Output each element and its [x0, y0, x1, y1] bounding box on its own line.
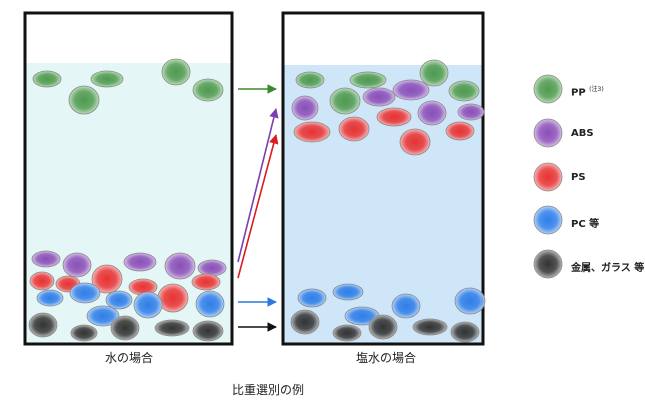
right-particles — [290, 59, 486, 343]
metal-particle — [28, 312, 58, 338]
pc-particle — [297, 288, 327, 308]
legend-icon-abs — [533, 118, 563, 148]
legend-label-metal: 金属、ガラス 等 — [571, 263, 645, 274]
legend-icon-pp — [533, 74, 563, 104]
legend-label-ps: PS — [571, 172, 586, 183]
pp-particle — [448, 80, 480, 102]
pc-particle — [69, 282, 101, 304]
pp-particle — [349, 71, 387, 89]
pp-particle — [295, 71, 325, 89]
legend-label-pp-text: PP — [571, 87, 586, 99]
abs-particle — [417, 100, 447, 126]
abs-particle — [392, 79, 430, 101]
pp-particle — [419, 59, 449, 87]
metal-particle — [450, 321, 480, 343]
metal-particle — [192, 320, 224, 342]
pp-particle — [90, 70, 124, 88]
ps-particle — [29, 271, 55, 291]
abs-particle — [291, 95, 319, 121]
pp-particle — [32, 70, 62, 88]
pp-particle — [329, 87, 361, 115]
ps-particle — [191, 273, 221, 291]
diagram-title: 比重選別の例 — [232, 383, 305, 397]
ps-particle — [91, 264, 123, 294]
ps-particle — [399, 128, 431, 156]
metal-particle — [290, 309, 320, 335]
pc-particle — [195, 290, 225, 318]
abs-particle — [457, 103, 485, 121]
legend-label-pp: PP (注3) — [571, 84, 604, 98]
legend-icons — [533, 74, 563, 279]
legend-label-pc: PC 等 — [571, 219, 600, 230]
abs-arrow — [237, 108, 279, 263]
ps-arrow — [237, 134, 279, 279]
metal-particle — [154, 319, 190, 337]
ps-particle — [338, 116, 370, 142]
right-container-frame — [281, 11, 485, 346]
right-caption: 塩水の場合 — [356, 351, 417, 365]
ps-particle — [376, 107, 412, 127]
metal-particle — [412, 318, 448, 336]
metal-particle — [332, 324, 362, 342]
pc-particle — [454, 287, 486, 315]
pc-particle — [391, 293, 421, 319]
legend-label-pp-note: (注3) — [589, 86, 604, 93]
ps-particle — [445, 121, 475, 141]
pp-particle — [161, 58, 191, 86]
abs-particle — [123, 252, 157, 272]
right-container — [281, 11, 486, 346]
legend-icon-pc — [533, 205, 563, 235]
ps-particle — [293, 121, 331, 143]
abs-particle — [31, 250, 61, 268]
pc-particle — [86, 305, 120, 327]
left-container-frame — [23, 11, 234, 346]
legend-label-abs: ABS — [571, 128, 594, 139]
left-particles — [28, 58, 227, 342]
metal-particle — [110, 315, 140, 341]
metal-particle — [70, 324, 98, 342]
pp-particle — [68, 85, 100, 115]
left-container — [23, 11, 234, 346]
pc-particle — [332, 283, 364, 301]
metal-particle — [368, 314, 398, 340]
transition-arrows — [237, 84, 279, 332]
abs-particle — [362, 87, 396, 107]
legend-icon-metal — [533, 249, 563, 279]
ps-particle — [157, 283, 189, 313]
left-caption: 水の場合 — [105, 351, 154, 365]
pc-particle — [36, 289, 64, 307]
abs-particle — [197, 259, 227, 277]
pc-particle — [105, 290, 133, 310]
pp-particle — [192, 78, 224, 102]
pc-particle — [133, 291, 163, 319]
abs-particle — [62, 252, 92, 278]
abs-particle — [164, 252, 196, 280]
legend-icon-ps — [533, 162, 563, 192]
